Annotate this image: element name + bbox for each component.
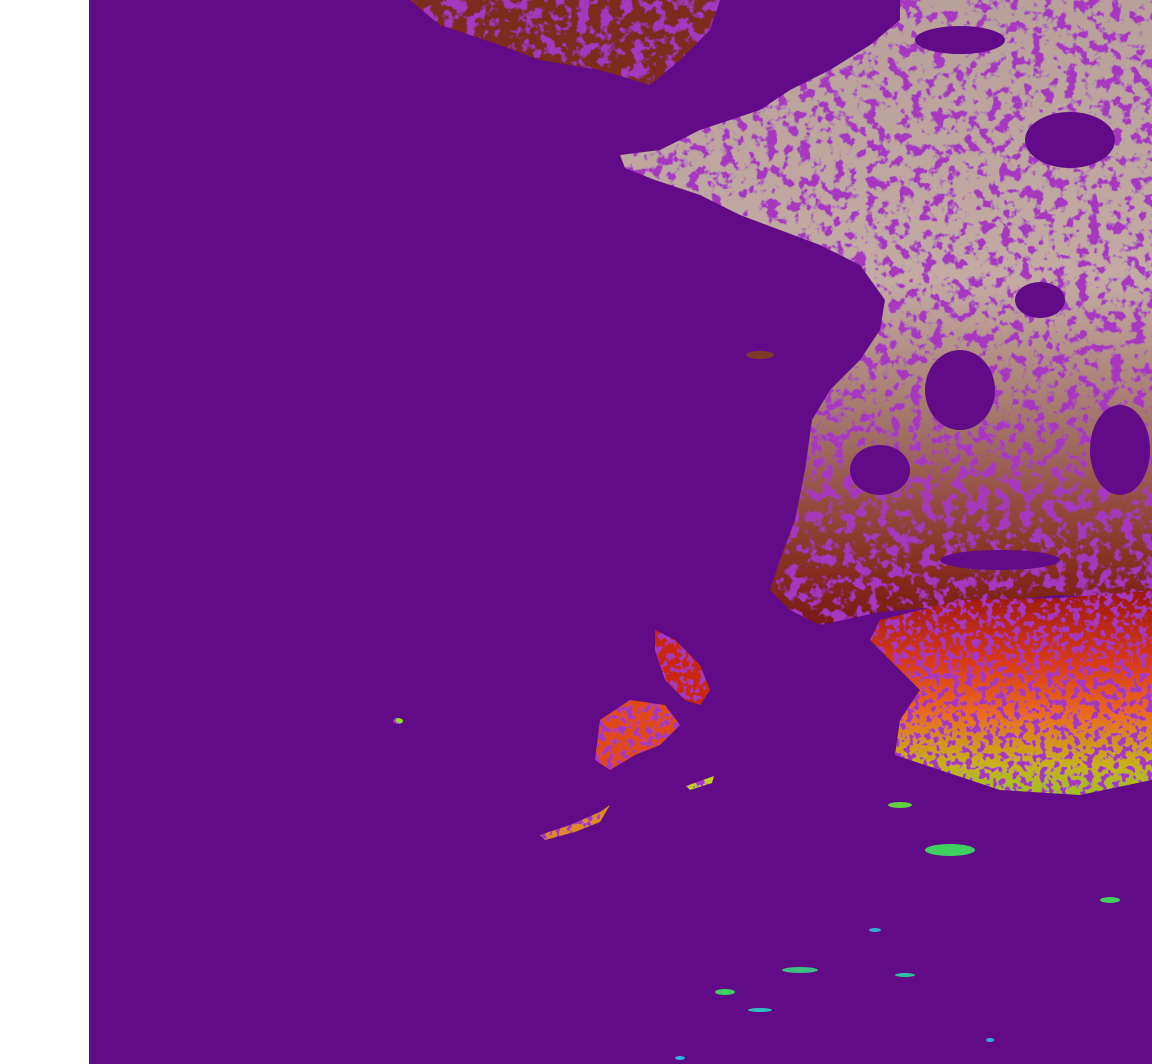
scattered-clouds	[675, 351, 1120, 1060]
inland-holes	[850, 26, 1150, 570]
left-margin	[0, 0, 89, 1064]
storm-clusters	[393, 630, 714, 840]
convective-band	[870, 590, 1152, 795]
land-area	[410, 0, 1152, 625]
